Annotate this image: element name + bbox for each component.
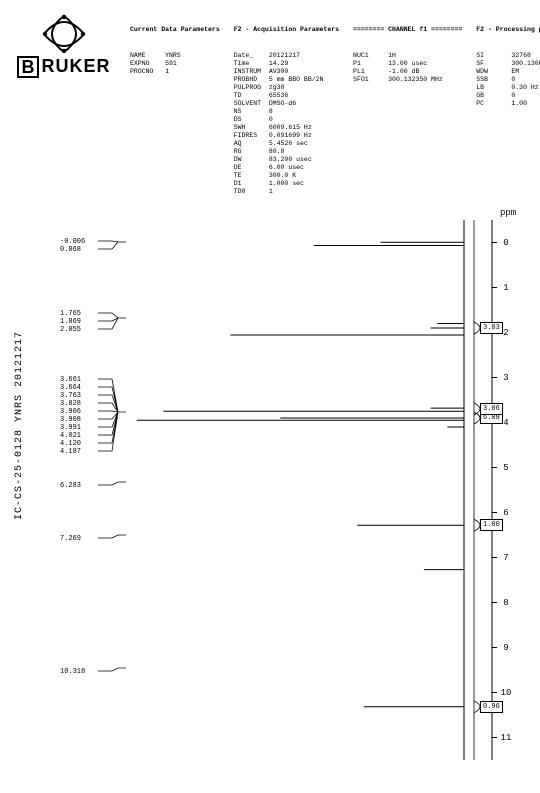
axis-tick: 8	[503, 598, 508, 608]
axis-tick: 6	[503, 508, 508, 518]
axis-tick: 3	[503, 373, 508, 383]
axis-tick: 4	[503, 418, 508, 428]
axis-label: ppm	[500, 208, 516, 218]
integral-value: 0.96	[480, 701, 503, 713]
axis-tick: 0	[503, 238, 508, 248]
nmr-page: BRUKER Current Data Parameters NAME YNRS…	[0, 0, 540, 793]
axis-tick: 11	[501, 733, 512, 743]
integral-value: 1.00	[480, 519, 503, 531]
spectrum-plot	[0, 0, 540, 793]
axis-tick: 7	[503, 553, 508, 563]
integral-value: 3.06	[480, 403, 503, 415]
axis-tick: 2	[503, 328, 508, 338]
axis-tick: 10	[501, 688, 512, 698]
axis-tick: 9	[503, 643, 508, 653]
axis-tick: 1	[503, 283, 508, 293]
integral-value: 3.03	[480, 322, 503, 334]
axis-tick: 5	[503, 463, 508, 473]
